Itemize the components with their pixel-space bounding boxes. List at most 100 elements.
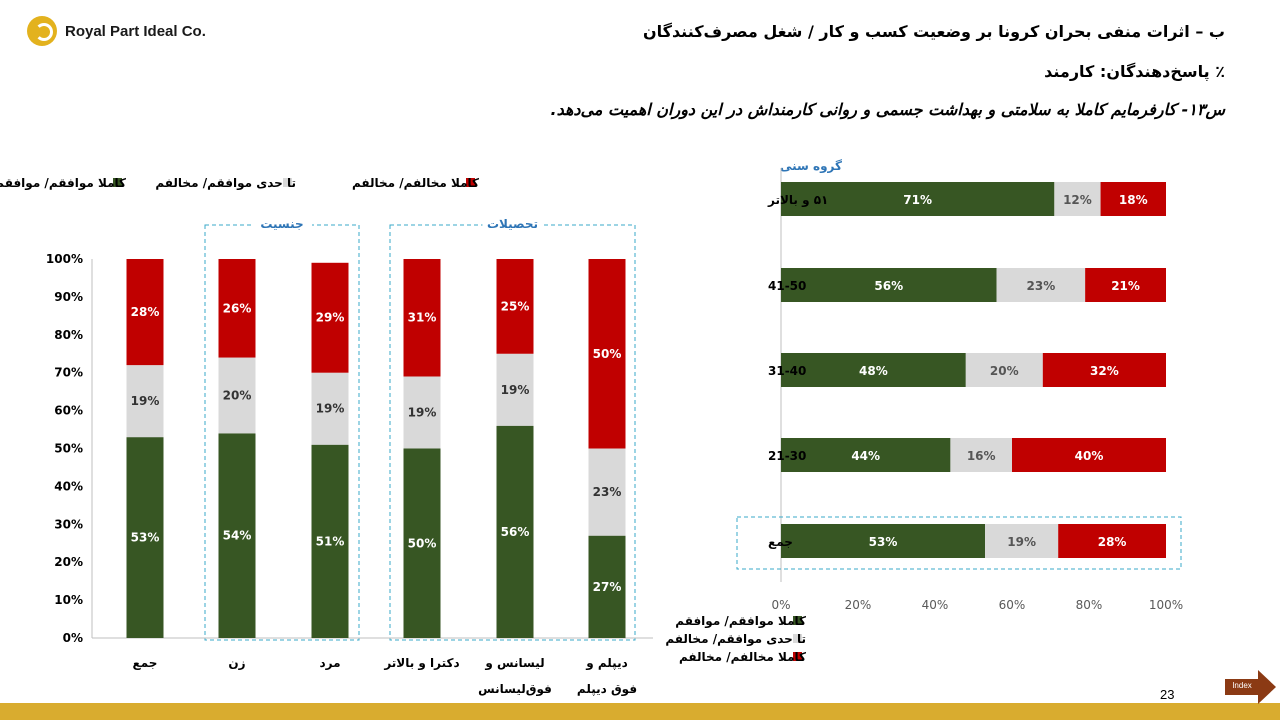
data-label: 27% [593, 580, 622, 594]
data-label: 32% [1090, 364, 1119, 378]
x-tick-label: 20% [845, 598, 872, 612]
category-label: 41-50 [768, 279, 806, 293]
highlight-frame [736, 516, 1182, 570]
legend-swatch [793, 634, 802, 643]
y-tick-label: 90% [54, 290, 83, 304]
data-label: 51% [316, 534, 345, 548]
category-label: دکترا و بالاتر [383, 656, 459, 671]
bar-segment [588, 259, 626, 449]
bar-segment [311, 262, 349, 373]
x-tick-label: 60% [999, 598, 1026, 612]
bar-segment [311, 444, 349, 638]
category-label: مرد [319, 656, 340, 670]
legend-label: کاملا موافقم/ موافقم [0, 176, 126, 191]
data-label: 53% [131, 531, 160, 545]
group-title: جنسیت [260, 217, 303, 231]
y-tick-label: 100% [46, 252, 83, 266]
legend-label: تا حدی موافقم/ مخالفم [155, 176, 296, 191]
bar-segment [126, 437, 164, 638]
footer-bar [0, 703, 1280, 720]
data-label: 21% [1111, 279, 1140, 293]
data-label: 56% [501, 525, 530, 539]
group-title-bg [482, 216, 543, 232]
data-label: 20% [990, 364, 1019, 378]
y-tick-label: 30% [54, 517, 83, 531]
bar-segment [985, 524, 1059, 558]
legend-swatch [793, 652, 802, 661]
data-label: 28% [131, 305, 160, 319]
data-label: 40% [1075, 449, 1104, 463]
data-label: 19% [1007, 535, 1036, 549]
legend-swatch [283, 178, 292, 187]
data-label: 28% [1098, 535, 1127, 549]
bar-segment [996, 268, 1086, 302]
company-name: Royal Part Ideal Co. [65, 22, 206, 40]
y-tick-label: 20% [54, 555, 83, 569]
bar-segment [1054, 182, 1101, 216]
category-label: لیسانس و [484, 656, 544, 671]
data-label: 23% [593, 485, 622, 499]
x-tick-label: 0% [771, 598, 790, 612]
bar-segment [403, 448, 441, 638]
bar-segment [588, 535, 626, 638]
data-label: 18% [1119, 193, 1148, 207]
data-label: 44% [851, 449, 880, 463]
data-label: 48% [859, 364, 888, 378]
slide-title: ب – اثرات منفی بحران کرونا بر وضعیت کسب … [642, 22, 1225, 41]
data-label: 31% [408, 311, 437, 325]
category-label: 31-40 [768, 364, 806, 378]
x-tick-label: 40% [922, 598, 949, 612]
data-label: 23% [1027, 279, 1056, 293]
legend-label: کاملا مخالفم/ مخالفم [679, 650, 806, 664]
group-title-bg [252, 216, 312, 232]
data-label: 50% [593, 347, 622, 361]
axis-title: گروه سنی [780, 159, 842, 174]
data-label: 19% [131, 394, 160, 408]
bar-segment [126, 259, 164, 366]
index-button[interactable]: Index [1225, 670, 1277, 704]
data-label: 50% [408, 536, 437, 550]
data-label: 20% [223, 388, 252, 402]
bar-segment [496, 353, 534, 426]
data-label: 26% [223, 301, 252, 315]
y-tick-label: 70% [54, 366, 83, 380]
bar-segment [781, 182, 1055, 216]
bar-segment [403, 376, 441, 449]
data-label: 19% [316, 402, 345, 416]
bar-segment [965, 353, 1043, 387]
category-label: ۵۱ و بالاتر [767, 193, 828, 208]
legend-label: کاملا مخالفم/ مخالفم [352, 176, 479, 190]
legend-swatch [793, 616, 802, 625]
data-label: 29% [316, 311, 345, 325]
data-label: 19% [408, 405, 437, 419]
bar-segment [781, 353, 966, 387]
x-tick-label: 100% [1149, 598, 1183, 612]
bar-segment [218, 433, 256, 638]
bar-segment [1012, 438, 1166, 472]
page-number: 23 [1160, 687, 1175, 702]
arrow-right-icon [1258, 670, 1276, 704]
category-label: فوق‌لیسانس [478, 682, 552, 697]
data-label: 16% [967, 449, 996, 463]
bar-segment [1042, 353, 1166, 387]
bar-segment [1085, 268, 1166, 302]
y-tick-label: 60% [54, 404, 83, 418]
bar-segment [496, 259, 534, 354]
group-title: تحصیلات [487, 217, 538, 231]
data-label: 25% [501, 299, 530, 313]
y-tick-label: 40% [54, 479, 83, 493]
data-label: 71% [903, 193, 932, 207]
y-tick-label: 10% [54, 593, 83, 607]
company-logo: Royal Part Ideal Co. [27, 16, 206, 46]
category-label: جمع [133, 656, 158, 670]
bar-segment [126, 365, 164, 438]
category-label: فوق دیپلم [577, 682, 637, 697]
question-text: س۱۳- کارفرمایم کاملا به سلامتی و بهداشت … [550, 100, 1225, 119]
bar-segment [1058, 524, 1166, 558]
y-tick-label: 80% [54, 328, 83, 342]
data-label: 56% [874, 279, 903, 293]
index-label: Index [1232, 681, 1252, 690]
bar-segment [588, 448, 626, 536]
legend-label: تا حدی موافقم/ مخالفم [665, 632, 806, 647]
